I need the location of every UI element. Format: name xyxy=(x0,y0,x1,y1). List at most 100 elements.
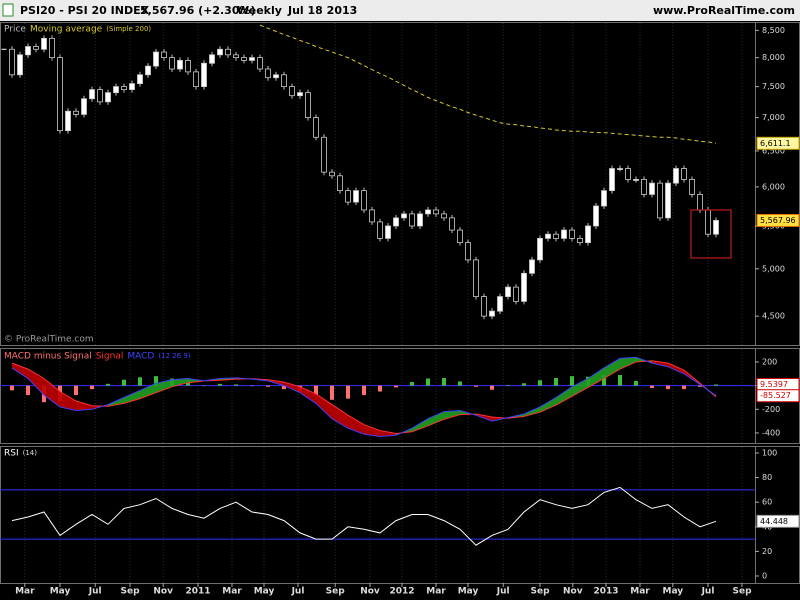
candle xyxy=(529,259,535,274)
histogram-bar xyxy=(106,383,110,386)
legend-entry: MACD minus Signal xyxy=(4,352,92,362)
candle xyxy=(537,237,543,261)
last-value: 5,567.96 xyxy=(756,213,800,227)
x-tick-label: Jul xyxy=(496,587,510,597)
candle xyxy=(385,225,391,239)
histogram-bar xyxy=(346,385,350,399)
candle xyxy=(209,54,215,64)
y-tick-label: 100 xyxy=(762,449,777,458)
histogram-bar xyxy=(698,385,702,387)
y-tick-label: 7,500 xyxy=(762,82,785,91)
candle xyxy=(513,286,519,302)
candle xyxy=(297,92,303,97)
y-tick-label: 4,500 xyxy=(762,312,785,321)
header-icon xyxy=(2,3,14,17)
candle xyxy=(553,233,559,239)
x-tick-label: Sep xyxy=(326,587,346,597)
candle xyxy=(33,46,39,50)
candle xyxy=(689,179,695,195)
x-tick-label: Nov xyxy=(563,587,583,597)
macd-ribbon xyxy=(412,418,428,432)
last-value: 44.448 xyxy=(756,514,800,528)
legend-entry: MACD xyxy=(127,352,154,362)
candle xyxy=(633,179,639,181)
histogram-bar xyxy=(506,385,510,386)
candle xyxy=(377,221,383,239)
macd-ribbon xyxy=(428,411,444,426)
macd-ribbon xyxy=(284,382,300,393)
candle xyxy=(305,92,311,119)
candle xyxy=(433,209,439,215)
macd-line xyxy=(11,356,717,438)
macd-ribbon xyxy=(604,358,620,379)
candle xyxy=(9,48,15,76)
candle xyxy=(569,229,575,239)
candle xyxy=(177,60,183,70)
candle xyxy=(641,179,647,195)
candle xyxy=(257,57,263,70)
candle xyxy=(153,51,159,67)
candle xyxy=(137,74,143,85)
candle xyxy=(217,48,223,56)
histogram-bar xyxy=(554,377,558,386)
y-tick-label: 20 xyxy=(762,547,772,556)
histogram-bar xyxy=(522,383,526,386)
x-tick-label: 2013 xyxy=(593,587,618,597)
last-value: -85.527 xyxy=(756,389,800,403)
candle xyxy=(249,57,255,61)
y-tick-label: 80 xyxy=(762,473,772,482)
macd-ribbon xyxy=(76,401,92,411)
candle xyxy=(169,57,175,70)
candle xyxy=(49,37,55,59)
x-tick-label: May xyxy=(50,587,71,597)
histogram-bar xyxy=(538,380,542,386)
x-tick-label: Sep xyxy=(530,587,550,597)
histogram-bar xyxy=(426,378,430,386)
candle xyxy=(409,213,415,227)
histogram-bar xyxy=(90,385,94,390)
y-tick-label: 6,500 xyxy=(762,146,785,155)
candle xyxy=(673,168,679,184)
candle xyxy=(593,205,599,227)
highlight-box xyxy=(690,209,732,259)
candle xyxy=(449,217,455,231)
last-value-label: 9.5397 xyxy=(760,380,788,389)
candle xyxy=(601,190,607,207)
x-tick-label: Mar xyxy=(222,587,242,597)
candle xyxy=(185,60,191,73)
histogram-bar xyxy=(570,376,574,386)
site: www.ProRealTime.com xyxy=(653,4,795,17)
signal-line xyxy=(11,360,717,435)
last-value-label: 5,567.96 xyxy=(760,216,796,225)
candle xyxy=(233,54,239,59)
x-tick-label: Mar xyxy=(630,587,650,597)
last-value-box xyxy=(756,514,800,528)
candle xyxy=(705,209,711,235)
histogram-bar xyxy=(266,385,270,387)
histogram-bar xyxy=(682,385,686,390)
macd-ribbon xyxy=(28,369,44,396)
x-tick-label: Jul xyxy=(88,587,102,597)
y-tick-label: -400 xyxy=(762,428,780,437)
last-value-label: -85.527 xyxy=(760,391,791,400)
candle xyxy=(113,86,119,94)
candle xyxy=(657,182,663,219)
x-tick-label: Sep xyxy=(120,587,140,597)
y-tick-label: 200 xyxy=(762,357,777,366)
candle xyxy=(577,237,583,244)
x-tick-label: 2012 xyxy=(389,587,414,597)
candle xyxy=(393,217,399,227)
candle xyxy=(201,62,207,88)
macd-ribbon xyxy=(332,404,348,429)
candle xyxy=(145,65,151,76)
histogram-bar xyxy=(138,377,142,386)
histogram-bar xyxy=(474,385,478,387)
header-bar xyxy=(0,0,800,21)
legend-entry: Signal xyxy=(96,352,124,362)
period: Weekly xyxy=(237,4,282,17)
y-tick-label: 8,500 xyxy=(762,26,785,35)
histogram-bar xyxy=(314,385,318,396)
histogram-bar xyxy=(602,374,606,386)
histogram-bar xyxy=(378,385,382,392)
